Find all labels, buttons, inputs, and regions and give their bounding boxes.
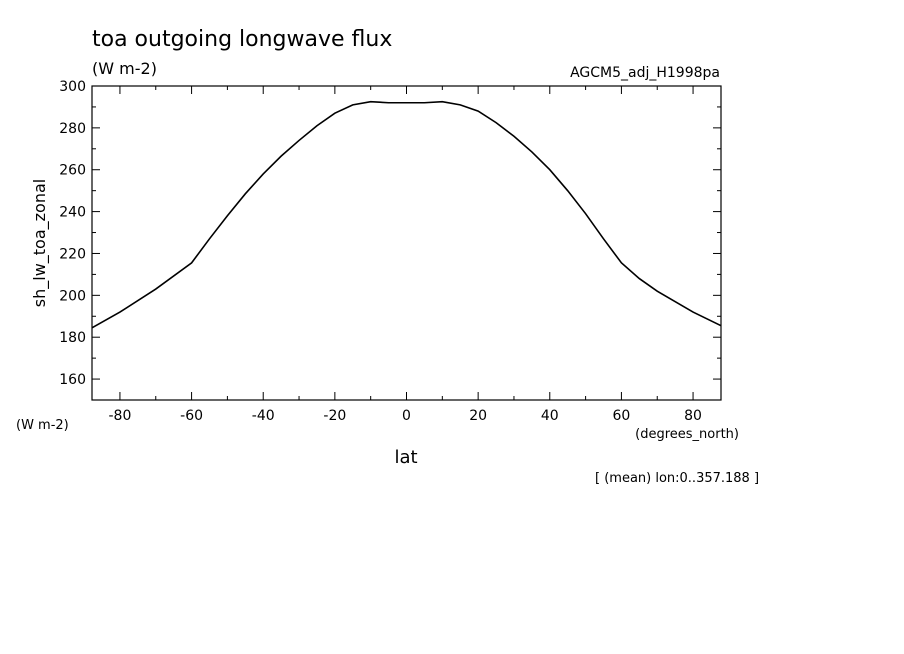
ticks-layer: [92, 85, 721, 401]
x-tick-label: -60: [180, 408, 203, 424]
x-tick-label: 0: [402, 408, 411, 424]
y-axis-unit: (W m-2): [16, 418, 69, 433]
y-axis-label: sh_lw_toa_zonal: [30, 179, 50, 307]
x-axis-label: lat: [394, 447, 417, 468]
x-tick-label: 40: [541, 408, 559, 424]
x-tick-label: 60: [613, 408, 631, 424]
x-tick-label: -20: [323, 408, 346, 424]
y-tick-label: 220: [59, 246, 86, 262]
y-tick-label: 200: [59, 288, 86, 304]
tick-labels-layer: -80 -60 -40 -20 0 20 40 60 80 160 180 200 220 240 260 2…: [59, 79, 702, 424]
y-tick-label: 240: [59, 205, 86, 221]
x-tick-label: 80: [684, 408, 702, 424]
footnote: [ (mean) lon:0..357.188 ]: [595, 471, 759, 486]
series-line: [91, 100, 722, 329]
x-tick-label: -80: [109, 408, 132, 424]
y-tick-label: 160: [59, 372, 86, 388]
x-axis-unit: (degrees_north): [635, 427, 739, 442]
y-tick-label: 280: [59, 121, 86, 137]
chart-unit: (W m-2): [92, 59, 157, 78]
x-tick-label: 20: [469, 408, 487, 424]
y-tick-label: 180: [59, 330, 86, 346]
y-tick-label: 260: [59, 163, 86, 179]
chart-title: toa outgoing longwave flux: [92, 27, 392, 52]
y-tick-label: 300: [59, 79, 86, 95]
plot-frame: [91, 85, 722, 401]
x-tick-label: -40: [252, 408, 275, 424]
run-label: AGCM5_adj_H1998pa: [570, 65, 720, 81]
